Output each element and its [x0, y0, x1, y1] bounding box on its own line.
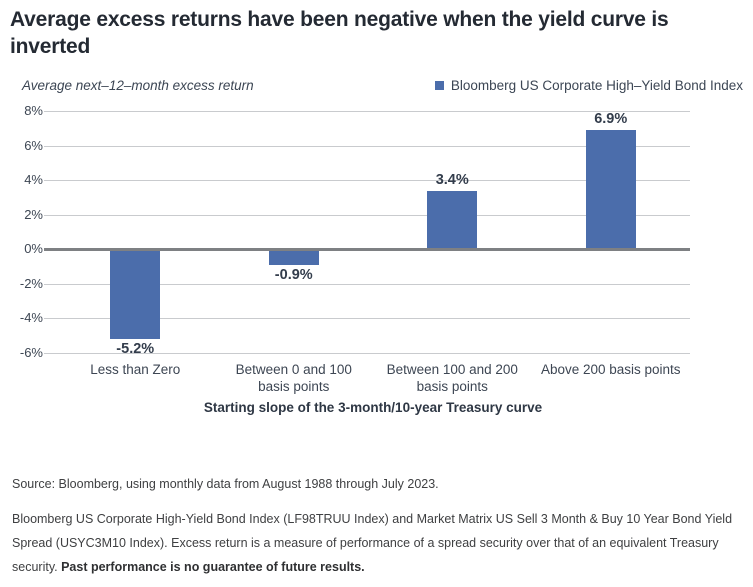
bar-value-label: 6.9%	[594, 111, 628, 128]
bar-slot: -0.9%	[215, 111, 374, 353]
bar-slot: 6.9%	[532, 111, 691, 353]
gridline-8%	[44, 111, 690, 112]
bar	[585, 130, 636, 250]
chart-body: 8% 6% 4% 2% 0% -2% -4% -6% -5.2% -0.9% 3.4% 6.9%	[12, 103, 691, 360]
y-tick-label: -2%	[19, 275, 43, 291]
x-category-label: Above 200 basis points	[540, 362, 681, 377]
y-axis-note: Average next–12–month excess return	[22, 78, 254, 93]
bar-slot: 3.4%	[373, 111, 532, 353]
bar-value-label: 3.4%	[435, 171, 469, 188]
bar-chart: 8% 6% 4% 2% 0% -2% -4% -6% -5.2% -0.9% 3.4% 6.9% L…	[12, 103, 691, 415]
x-axis-labels: Less than Zero Between 0 and 100 basis po…	[56, 361, 690, 395]
zero-line	[44, 248, 690, 252]
bar-value-label: -0.9%	[274, 266, 313, 283]
x-axis-title: Starting slope of the 3-month/10-year Tr…	[203, 400, 543, 415]
gridline--6%	[44, 353, 690, 354]
y-tick-label: 6%	[24, 137, 43, 153]
bar-value-label: -5.2%	[116, 341, 155, 358]
x-category-label: Less than Zero	[90, 362, 181, 377]
gridline--4%	[44, 318, 690, 320]
report-figure: Average excess returns have been negativ…	[0, 6, 753, 587]
footnote: Bloomberg US Corporate High-Yield Bond I…	[12, 507, 739, 579]
bars-layer: -5.2% -0.9% 3.4% 6.9%	[56, 111, 691, 357]
bar	[427, 190, 478, 250]
x-category-label: Between 0 and 100 basis points	[235, 362, 352, 394]
bar-slot: -5.2%	[56, 111, 215, 357]
bar	[110, 249, 161, 340]
bar	[268, 249, 319, 265]
y-tick-label: 8%	[24, 103, 43, 118]
y-tick-label: 0%	[24, 241, 43, 257]
plot-area: -5.2% -0.9% 3.4% 6.9%	[44, 111, 691, 357]
legend: Bloomberg US Corporate High–Yield Bond I…	[434, 78, 743, 93]
y-axis-labels: 8% 6% 4% 2% 0% -2% -4% -6%	[12, 103, 56, 360]
y-tick-label: 4%	[24, 172, 43, 188]
footnote-bold-text: Past performance is no guarantee of futu…	[61, 560, 365, 574]
y-tick-label: -4%	[19, 310, 43, 326]
legend-swatch-icon	[434, 81, 444, 90]
gridline-6%	[44, 145, 690, 147]
page-title: Average excess returns have been negativ…	[10, 8, 669, 58]
gridline--2%	[44, 283, 690, 285]
x-category-label: Between 100 and 200 basis points	[386, 362, 518, 394]
y-tick-label: -6%	[19, 345, 43, 360]
legend-label: Bloomberg US Corporate High–Yield Bond I…	[450, 78, 743, 93]
gridline-4%	[44, 180, 690, 182]
footnote-text: Bloomberg US Corporate High-Yield Bond I…	[12, 512, 733, 574]
y-tick-label: 2%	[24, 206, 43, 222]
gridlines	[44, 111, 690, 354]
source-line: Source: Bloomberg, using monthly data fr…	[12, 477, 439, 491]
gridline-2%	[44, 214, 690, 216]
chart-meta-row: Average next–12–month excess return Bloo…	[22, 78, 743, 93]
